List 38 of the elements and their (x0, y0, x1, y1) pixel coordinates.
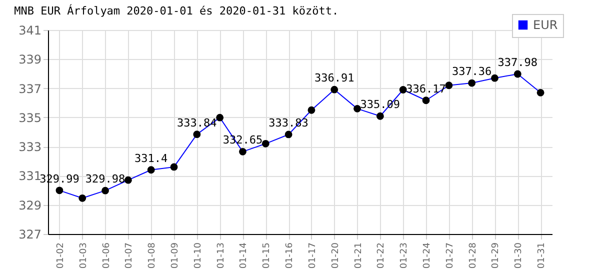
chart-title: MNB EUR Árfolyam 2020-01-01 és 2020-01-31 között. (14, 4, 339, 18)
x-tick-label: 01-30 (514, 242, 524, 269)
x-tick-label: 01-29 (491, 242, 502, 269)
x-tick-label: 01-22 (376, 242, 387, 269)
y-tick-label: 337 (18, 82, 42, 96)
x-tick-label: 01-28 (468, 242, 478, 269)
x-tick-label: 01-21 (354, 242, 364, 269)
x-tick-label: 01-06 (102, 242, 112, 269)
x-tick-label: 01-13 (216, 242, 226, 269)
x-tick-label: 01-23 (400, 242, 410, 269)
data-label: 336.91 (314, 72, 354, 85)
x-tick-label: 01-31 (537, 242, 548, 269)
data-label: 329.98 (85, 172, 126, 186)
x-tick-label: 01-17 (308, 242, 318, 269)
x-tick-label: 01-09 (170, 242, 180, 269)
y-tick-label: 327 (18, 228, 42, 242)
x-tick-label: 01-15 (262, 242, 272, 269)
data-label: 331.4 (134, 152, 168, 165)
x-tick-label: 01-16 (285, 242, 296, 269)
x-tick-label: 01-03 (78, 242, 89, 269)
x-tick-label: 01-20 (330, 242, 341, 269)
y-tick-label: 341 (18, 24, 42, 38)
x-tick-label: 01-07 (124, 242, 135, 269)
y-tick-label: 335 (18, 110, 42, 125)
data-label: 337.98 (498, 56, 538, 70)
y-tick-label: 339 (18, 52, 42, 67)
data-label: 336.17 (406, 82, 446, 96)
x-tick-label: 01-08 (148, 242, 158, 269)
x-tick-label: 01-27 (445, 242, 456, 269)
y-tick-label: 333 (18, 140, 42, 154)
x-tick-label: 01-02 (56, 242, 66, 269)
y-tick-label: 331 (18, 169, 42, 184)
y-tick-label: 329 (18, 198, 42, 212)
x-tick-label: 01-24 (422, 242, 432, 269)
data-label: 337.36 (452, 65, 492, 78)
x-tick-label: 01-14 (239, 242, 250, 269)
legend-label: EUR (533, 18, 558, 32)
x-tick-label: 01-10 (193, 242, 204, 269)
